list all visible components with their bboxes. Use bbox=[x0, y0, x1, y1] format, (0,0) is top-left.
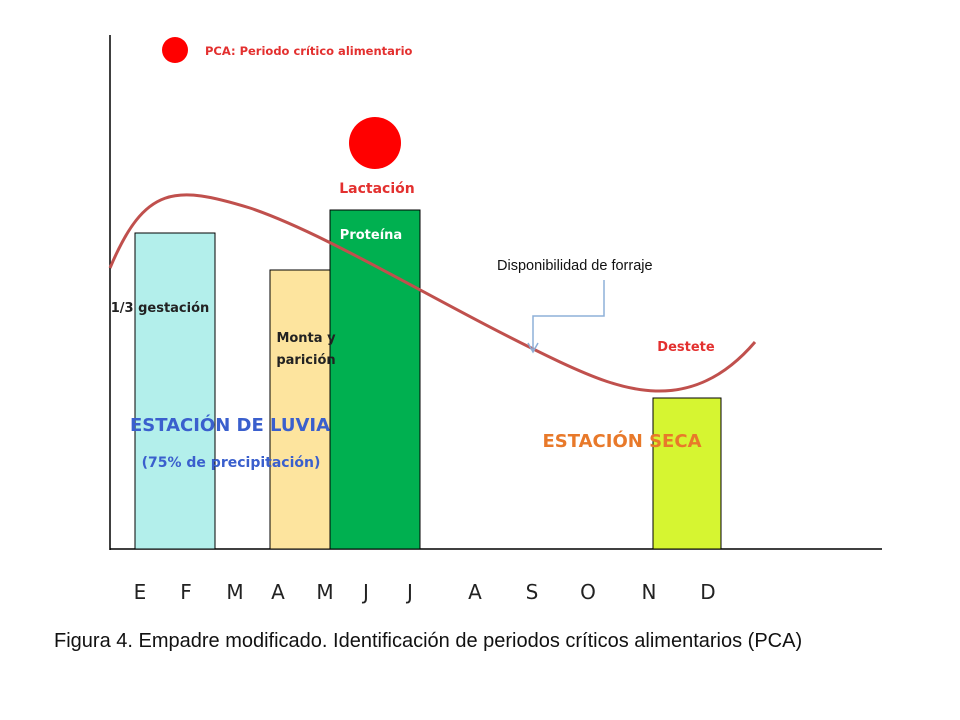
month-label: M bbox=[226, 580, 243, 604]
proteina-label: Proteína bbox=[340, 228, 402, 243]
bar-gestacion bbox=[134, 232, 216, 550]
month-label: D bbox=[700, 580, 715, 604]
gestacion-label: 1/3 gestación bbox=[111, 301, 210, 316]
destete-label: Destete bbox=[657, 340, 715, 355]
rainy-season-note: (75% de precipitación) bbox=[142, 455, 321, 471]
month-label: F bbox=[180, 580, 192, 604]
monta-label-line1: Monta y bbox=[276, 331, 336, 346]
legend-marker-icon bbox=[162, 37, 188, 63]
month-label: M bbox=[316, 580, 333, 604]
forage-pointer-arrowhead bbox=[527, 342, 539, 354]
month-label: A bbox=[468, 580, 482, 604]
month-label: S bbox=[526, 580, 539, 604]
forage-pointer bbox=[532, 280, 605, 350]
month-label: N bbox=[642, 580, 657, 604]
month-labels: E F M A M J J A S O N D bbox=[134, 580, 716, 604]
bar-destete bbox=[652, 397, 722, 550]
month-label: A bbox=[271, 580, 285, 604]
critical-period-marker-icon bbox=[349, 117, 401, 169]
legend-text: PCA: Periodo crítico alimentario bbox=[205, 44, 413, 58]
month-label: E bbox=[134, 580, 147, 604]
bar-proteina bbox=[329, 209, 421, 550]
rainy-season-label: ESTACIÓN DE LUVIA bbox=[130, 414, 330, 436]
month-label: J bbox=[405, 580, 413, 604]
lactacion-label: Lactación bbox=[339, 181, 415, 197]
forage-curve bbox=[108, 193, 757, 393]
figure-caption: Figura 4. Empadre modificado. Identifica… bbox=[54, 630, 803, 652]
month-label: O bbox=[580, 580, 596, 604]
forage-label: Disponibilidad de forraje bbox=[497, 258, 653, 274]
month-label: J bbox=[361, 580, 369, 604]
monta-label-line2: parición bbox=[276, 353, 335, 368]
dry-season-label: ESTACIÓN SECA bbox=[542, 430, 701, 452]
